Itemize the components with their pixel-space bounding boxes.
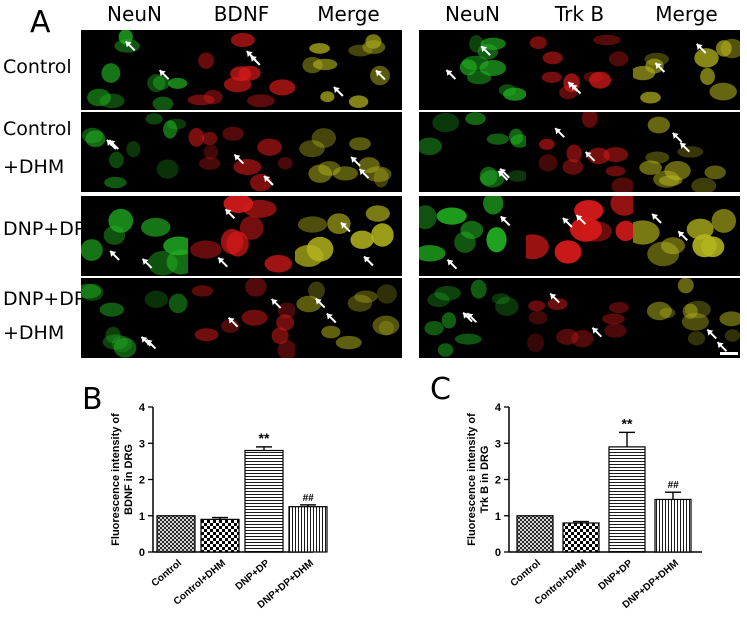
y-tick-label: 1: [139, 511, 145, 523]
micrograph-dnp-dp-merge-right: [633, 196, 740, 276]
y-tick-label: 0: [495, 547, 501, 559]
row-label-control: Control: [3, 56, 72, 78]
micrograph-control-neun-left: [81, 30, 188, 110]
panel-label-b: B: [82, 382, 103, 417]
panel-label-c: C: [430, 372, 451, 407]
micrograph-dnp-dp-merge-left: [295, 196, 402, 276]
y-tick-label: 0: [139, 547, 145, 559]
row-label-control-dhm-line2: +DHM: [3, 156, 65, 178]
micrograph-dnp-dp-bdnf: [188, 196, 295, 276]
panel-label-a: A: [30, 5, 51, 40]
micrograph-control-dhm-neun-right: [419, 112, 526, 192]
bar-control: [156, 515, 196, 553]
row-label-dnp-dp: DNP+DP: [3, 218, 86, 240]
x-tick-label: Control: [509, 558, 543, 589]
bar-control: [516, 515, 554, 553]
bar-dnp-dp-dhm: [288, 506, 328, 553]
y-tick-label: 4: [495, 402, 502, 414]
x-tick-label: DNP+DP: [234, 558, 273, 593]
micrograph-dnp-dp-dhm-merge-left: [295, 278, 402, 358]
column-heading-trkb: Trk B: [554, 2, 605, 26]
micrograph-dnp-dp-dhm-bdnf: [188, 278, 295, 358]
micrograph-dnp-dp-dhm-neun-right: [419, 278, 526, 358]
micrograph-dnp-dp-trkb: [526, 196, 633, 276]
micrograph-dnp-dp-neun-right: [419, 196, 526, 276]
significance-annotation: **: [622, 415, 633, 431]
micrograph-control-dhm-bdnf: [188, 112, 295, 192]
y-tick-label: 3: [495, 438, 501, 450]
significance-annotation: **: [259, 430, 270, 446]
micrograph-control-dhm-neun-left: [81, 112, 188, 192]
micrograph-control-dhm-merge-left: [295, 112, 402, 192]
y-tick-label: 2: [495, 475, 501, 487]
column-heading-merge-right: Merge: [655, 2, 718, 26]
y-axis-label-line-2: BDNF in DRG: [123, 444, 135, 515]
micrograph-control-dhm-merge-right: [633, 112, 740, 192]
y-axis-label-line-1: Fluorescence intensity of: [110, 413, 122, 546]
bar-control-dhm: [200, 518, 240, 553]
x-tick-label: Control: [150, 558, 184, 589]
row-label-control-dhm-line1: Control: [3, 118, 72, 140]
micrograph-control-dhm-trkb: [526, 112, 633, 192]
micrograph-control-trkb: [526, 30, 633, 110]
x-tick-label: DNP+DP: [597, 558, 636, 593]
y-axis-label-line-1: Fluorescence intensity of: [466, 413, 478, 546]
bar-dnp-dp: [608, 446, 646, 553]
micrograph-control-merge-right: [633, 30, 740, 110]
column-heading-merge-left: Merge: [317, 2, 380, 26]
micrograph-dnp-dp-neun-left: [81, 196, 188, 276]
column-heading-neun-right: NeuN: [445, 2, 500, 26]
column-heading-neun-left: NeuN: [107, 2, 162, 26]
significance-annotation: ##: [667, 480, 679, 491]
scale-bar: [720, 352, 738, 355]
micrograph-dnp-dp-dhm-neun-left: [81, 278, 188, 358]
significance-annotation: ##: [302, 493, 314, 504]
micrograph-dnp-dp-dhm-merge-right: [633, 278, 740, 358]
y-tick-label: 2: [139, 475, 145, 487]
bar-chart-bdnf: Fluorescence intensity of BDNF in DRG 0 1 2 3…: [110, 402, 328, 611]
y-tick-label: 3: [139, 438, 145, 450]
micrograph-control-bdnf: [188, 30, 295, 110]
y-tick-label: 4: [139, 402, 146, 414]
y-tick-label: 1: [495, 511, 501, 523]
bar-control-dhm: [562, 522, 600, 553]
micrograph-control-merge-left: [295, 30, 402, 110]
micrograph-dnp-dp-dhm-trkb: [526, 278, 633, 358]
bar-chart-trkb: Fluorescence intensity of Trk B in DRG 0 1 2…: [466, 402, 702, 611]
bar-dnp-dp-dhm: [654, 498, 692, 553]
column-heading-bdnf: BDNF: [213, 2, 270, 26]
y-axis-label-line-2: Trk B in DRG: [479, 446, 491, 514]
bar-dnp-dp: [244, 449, 284, 553]
row-label-dnp-dp-dhm-line2: +DHM: [3, 322, 65, 344]
row-label-dnp-dp-dhm-line1: DNP+DP: [3, 288, 86, 310]
micrograph-control-neun-right: [419, 30, 526, 110]
